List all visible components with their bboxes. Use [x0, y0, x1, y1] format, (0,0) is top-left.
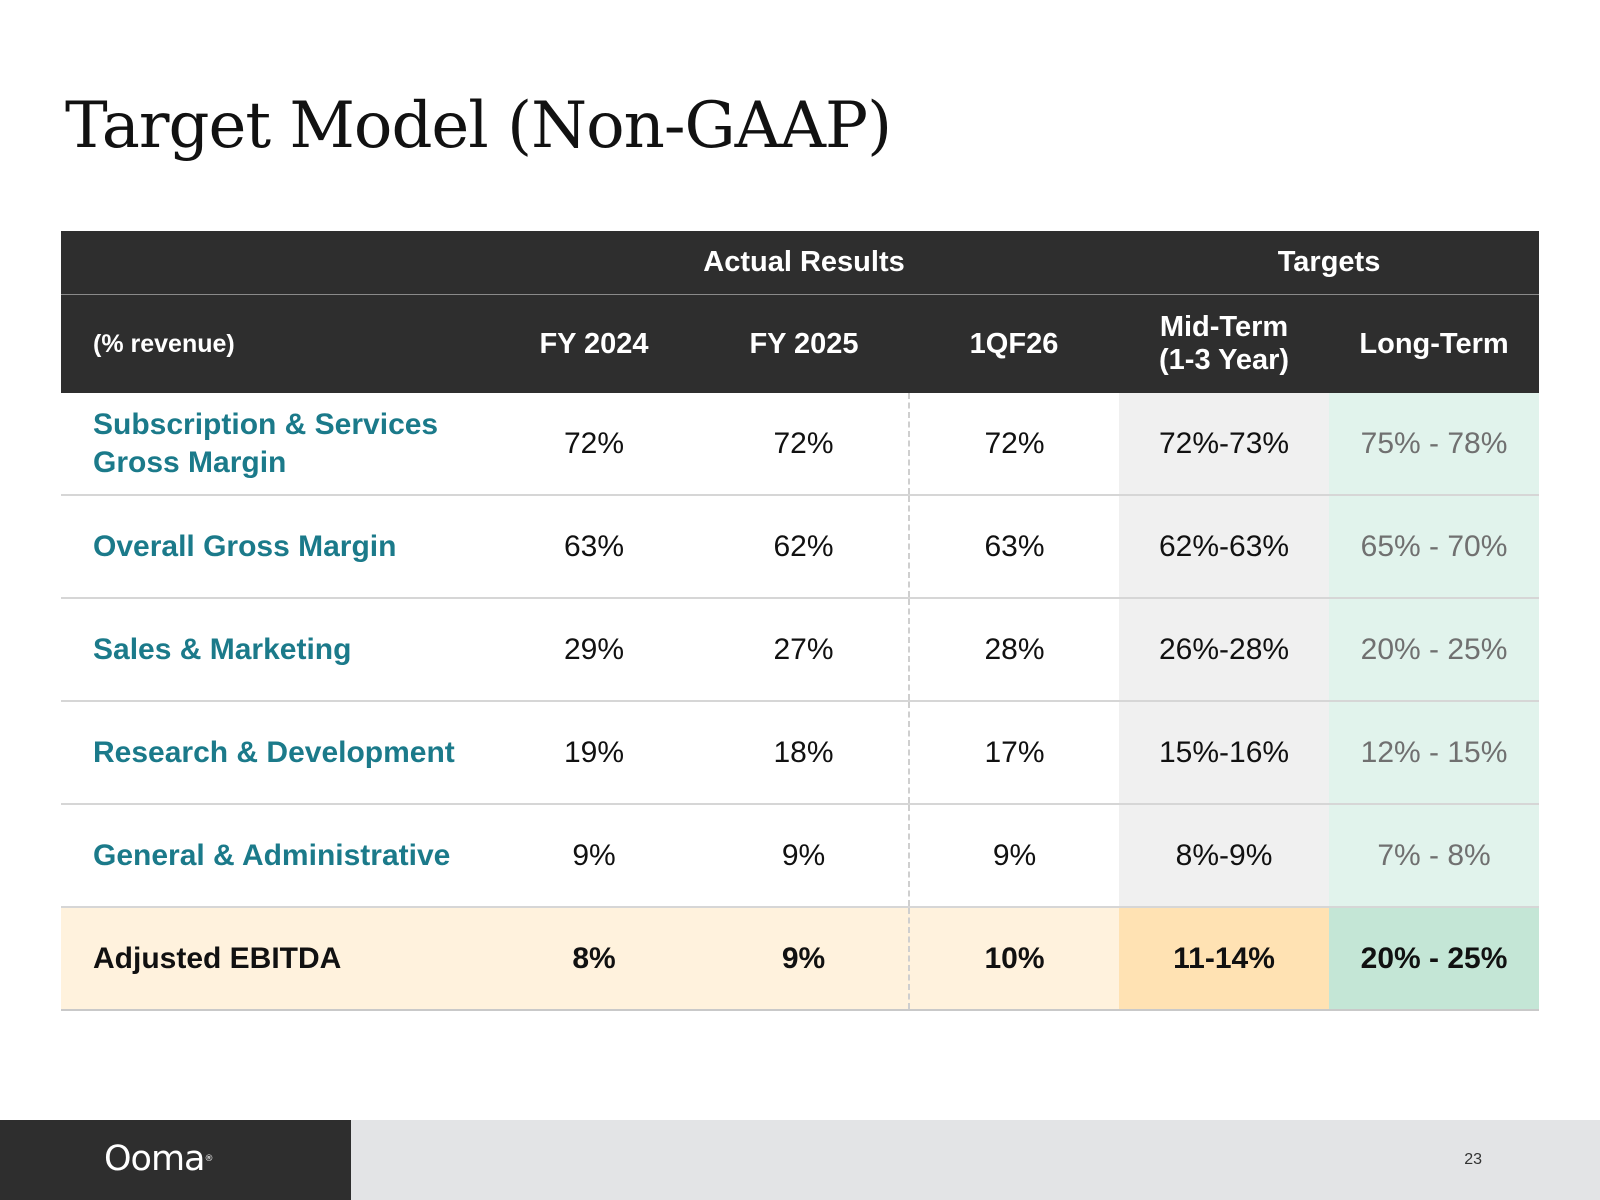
total-row-adjusted-ebitda: Adjusted EBITDA 8% 9% 10% 11-14% 20% - 2… [61, 907, 1540, 1011]
cell-mid-term: 8%-9% [1119, 804, 1330, 908]
cell-long-term: 20% - 25% [1329, 907, 1540, 1011]
cell-mid-term: 62%-63% [1119, 495, 1330, 599]
page-number: 23 [1464, 1151, 1482, 1168]
group-header-row: Actual Results Targets [61, 231, 1540, 295]
group-header-actual-results: Actual Results [489, 231, 1120, 295]
row-label: Adjusted EBITDA [61, 907, 489, 1011]
cell-fy2024: 19% [489, 701, 699, 805]
cell-1qf26: 9% [907, 804, 1120, 908]
cell-long-term: 75% - 78% [1329, 393, 1540, 496]
cell-mid-term: 72%-73% [1119, 393, 1330, 496]
cell-fy2025: 62% [699, 495, 909, 599]
row-label-line1: Subscription & Services [93, 407, 439, 441]
cell-fy2024: 72% [489, 393, 699, 496]
cell-long-term: 65% - 70% [1329, 495, 1540, 599]
group-header-empty [61, 231, 489, 295]
row-label: Subscription & Services Gross Margin [61, 393, 489, 496]
slide-title: Target Model (Non-GAAP) [65, 89, 892, 163]
table-row: Subscription & Services Gross Margin 72% … [61, 393, 1540, 496]
row-label: Overall Gross Margin [61, 495, 489, 599]
table-row: General & Administrative 9% 9% 9% 8%-9% … [61, 804, 1540, 908]
footer-bar: Ooma® 23 [0, 1120, 1600, 1200]
target-model-table: Actual Results Targets (% revenue) FY 20… [61, 231, 1540, 1011]
cell-1qf26: 28% [907, 598, 1120, 702]
group-header-targets: Targets [1119, 231, 1540, 295]
cell-fy2025: 9% [699, 907, 909, 1011]
row-label-line2: Gross Margin [93, 445, 287, 479]
table-row: Sales & Marketing 29% 27% 28% 26%-28% 20… [61, 598, 1540, 702]
cell-1qf26: 72% [907, 393, 1120, 496]
table-row: Overall Gross Margin 63% 62% 63% 62%-63%… [61, 495, 1540, 599]
table-row: Research & Development 19% 18% 17% 15%-1… [61, 701, 1540, 805]
cell-long-term: 20% - 25% [1329, 598, 1540, 702]
cell-fy2025: 18% [699, 701, 909, 805]
cell-long-term: 12% - 15% [1329, 701, 1540, 805]
column-header-fy2024: FY 2024 [489, 294, 699, 393]
row-label: General & Administrative [61, 804, 489, 908]
cell-mid-term: 11-14% [1119, 907, 1330, 1011]
cell-fy2024: 8% [489, 907, 699, 1011]
logo-registered-mark: ® [204, 1154, 214, 1164]
column-header-unit: (% revenue) [61, 294, 489, 393]
row-label: Sales & Marketing [61, 598, 489, 702]
cell-fy2025: 27% [699, 598, 909, 702]
cell-1qf26: 63% [907, 495, 1120, 599]
footer-brand-block: Ooma® [0, 1120, 351, 1200]
column-header-mid-term: Mid-Term (1-3 Year) [1119, 294, 1330, 393]
column-header-row: (% revenue) FY 2024 FY 2025 1QF26 Mid-Te… [61, 294, 1540, 393]
row-label: Research & Development [61, 701, 489, 805]
cell-fy2024: 63% [489, 495, 699, 599]
cell-long-term: 7% - 8% [1329, 804, 1540, 908]
cell-fy2024: 29% [489, 598, 699, 702]
cell-fy2024: 9% [489, 804, 699, 908]
mid-term-line1: Mid-Term [1159, 311, 1289, 343]
cell-mid-term: 15%-16% [1119, 701, 1330, 805]
ooma-logo: Ooma® [104, 1137, 214, 1181]
cell-1qf26: 10% [907, 907, 1120, 1011]
cell-mid-term: 26%-28% [1119, 598, 1330, 702]
column-header-long-term: Long-Term [1329, 294, 1540, 393]
cell-1qf26: 17% [907, 701, 1120, 805]
cell-fy2025: 9% [699, 804, 909, 908]
column-header-fy2025: FY 2025 [699, 294, 909, 393]
cell-fy2025: 72% [699, 393, 909, 496]
mid-term-line2: (1-3 Year) [1159, 344, 1290, 376]
logo-text: Ooma [104, 1139, 206, 1179]
column-header-1qf26: 1QF26 [909, 294, 1120, 393]
